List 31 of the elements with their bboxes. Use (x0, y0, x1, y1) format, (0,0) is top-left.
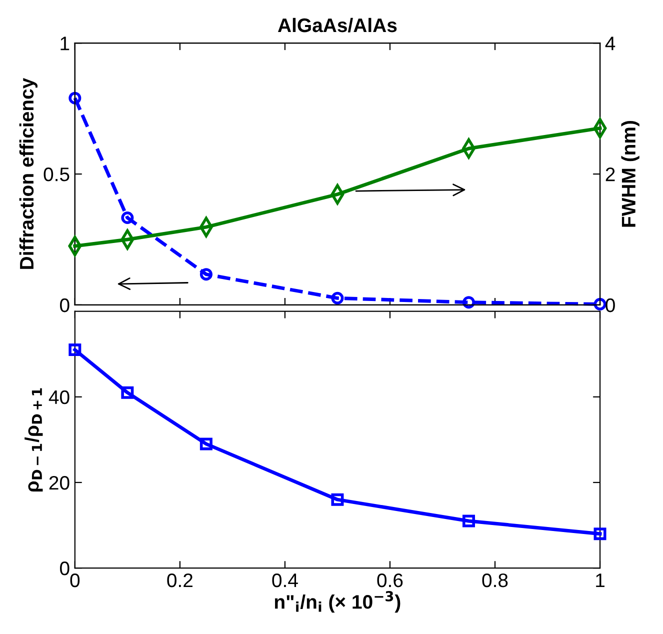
y-tick-label: 0.5 (44, 168, 70, 182)
x-axis-title: n"$_{i}$/n$_{i}$ (× 10$^{−3}$) (274, 591, 400, 613)
point (331, 292, 344, 304)
point (200, 438, 212, 450)
x-tick-label: 0.4 (272, 573, 298, 588)
point (462, 514, 475, 528)
point (200, 268, 212, 281)
x-tick-label: 0.2 (167, 573, 192, 588)
point (68, 344, 82, 356)
x-tick-label: 0.8 (482, 573, 508, 588)
y2-tick-label: 4 (605, 36, 616, 50)
point (68, 92, 82, 104)
y-axis-title: Diffraction efficiency (19, 78, 38, 269)
point (121, 386, 134, 399)
y-tick-label: 0 (60, 298, 70, 312)
y-tick-label: 40 (48, 390, 70, 404)
chart-title: AlGaAs/AlAs (278, 18, 397, 32)
y-axis-title: ρ$_{D−1}$/ρ$_{D+1}$ (24, 388, 43, 492)
y-tick-label: 0 (60, 562, 70, 576)
y2-tick-label: 2 (606, 168, 615, 182)
x-tick-label: 0 (70, 573, 80, 588)
x-tick-label: 0.6 (377, 573, 403, 588)
point (331, 493, 344, 506)
y-tick-label: 1 (60, 36, 70, 50)
y2-tick-label: 0 (606, 298, 615, 312)
y-tick-label: 20 (49, 476, 70, 490)
y2-axis-title: FWHM (nm) (621, 121, 640, 227)
x-tick-label: 1 (596, 574, 604, 588)
point (121, 212, 134, 224)
point (462, 296, 475, 309)
point (594, 528, 606, 540)
